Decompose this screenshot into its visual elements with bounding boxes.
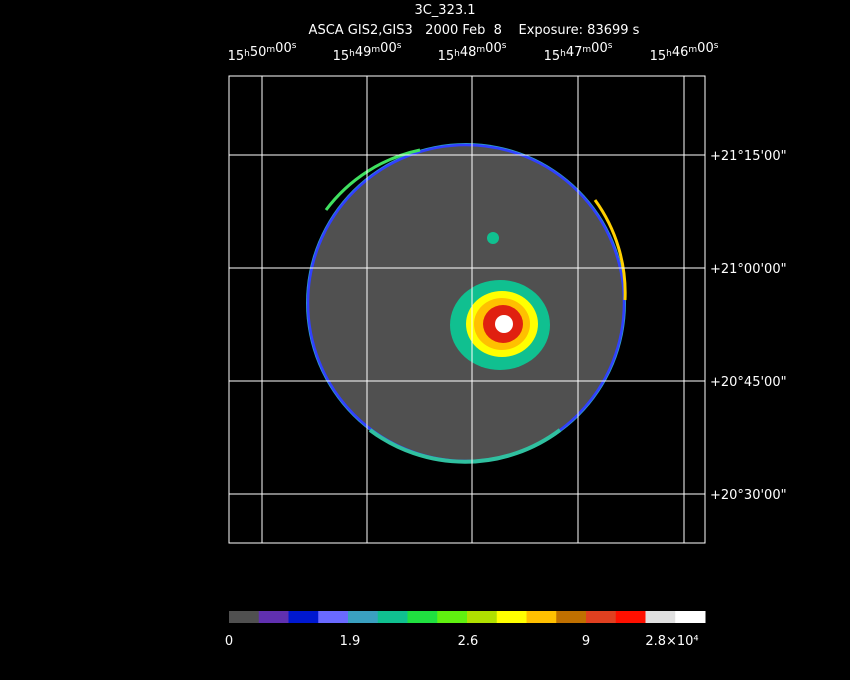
ra-label-part: s	[292, 41, 297, 51]
ra-label-part: 00	[485, 41, 502, 56]
colorbar-label: 2.6	[458, 634, 479, 649]
ra-label-part: h	[560, 49, 566, 59]
colorbar-label: 0	[225, 634, 233, 649]
colorbar-swatch	[675, 611, 706, 623]
colorbar-swatch	[377, 611, 408, 623]
rim-green	[324, 148, 421, 211]
colorbar-label: 2.8×10⁴	[645, 634, 698, 649]
dec-label: +21°00'00"	[710, 262, 787, 277]
ra-label-part: h	[349, 49, 355, 59]
ra-label-part: 00	[697, 41, 714, 56]
ra-label-part: m	[582, 45, 591, 55]
ra-label: 15h50m00s	[228, 41, 297, 64]
ra-label-part: s	[397, 41, 402, 51]
colorbar-swatch	[496, 611, 527, 623]
ra-label-part: h	[666, 49, 672, 59]
colorbar-label: 1.9	[340, 634, 361, 649]
colorbar-label: 9	[582, 634, 590, 649]
colorbar-swatch	[288, 611, 319, 623]
colorbar-swatch	[407, 611, 438, 623]
title: 3C_323.1	[414, 3, 475, 18]
colorbar-swatch	[526, 611, 557, 623]
ra-label: 15h49m00s	[333, 41, 402, 64]
ra-label-part: 00	[380, 41, 397, 56]
ra-label-part: 15	[650, 49, 667, 64]
source-core	[495, 315, 513, 333]
ra-label-part: 15	[544, 49, 561, 64]
ra-label-part: 15	[438, 49, 455, 64]
ra-label-part: m	[476, 45, 485, 55]
rim-yellow	[593, 199, 627, 301]
ra-label-part: m	[688, 45, 697, 55]
colorbar-swatch	[258, 611, 289, 623]
ra-label-part: 15	[228, 49, 245, 64]
ra-label-part: m	[266, 45, 275, 55]
ra-label-part: 50	[250, 45, 267, 60]
colorbar-swatch	[318, 611, 349, 623]
subtitle: ASCA GIS2,GIS3 2000 Feb 8 Exposure: 8369…	[309, 23, 640, 38]
ra-label-part: m	[371, 45, 380, 55]
colorbar-swatch	[586, 611, 617, 623]
colorbar: 0 1.9 2.6 9 2.8×10⁴	[225, 611, 706, 649]
colorbar-swatch	[645, 611, 676, 623]
dec-label: +21°15'00"	[710, 149, 787, 164]
ra-label-part: h	[454, 49, 460, 59]
ra-label: 15h48m00s	[438, 41, 507, 64]
blob	[487, 232, 499, 244]
ra-label-part: 00	[275, 41, 292, 56]
colorbar-swatch	[229, 611, 260, 623]
rim-cyan	[368, 428, 562, 464]
ra-label-part: 15	[333, 49, 350, 64]
colorbar-swatch	[348, 611, 379, 623]
colorbar-swatch	[615, 611, 646, 623]
ra-label-part: s	[608, 41, 613, 51]
ra-label-part: 48	[460, 45, 477, 60]
dec-label: +20°30'00"	[710, 488, 787, 503]
ra-label-part: h	[244, 49, 250, 59]
xray-image	[306, 143, 627, 464]
ra-label-part: s	[714, 41, 719, 51]
ra-label-part: s	[502, 41, 507, 51]
colorbar-swatch	[556, 611, 587, 623]
ra-label-part: 49	[355, 45, 372, 60]
frame	[228, 75, 706, 544]
dec-label: +20°45'00"	[710, 375, 787, 390]
colorbar-swatch	[437, 611, 468, 623]
ra-label-part: 47	[566, 45, 583, 60]
ra-label-part: 00	[591, 41, 608, 56]
ra-label-part: 46	[672, 45, 689, 60]
coordinate-grid	[229, 76, 705, 543]
ra-label: 15h47m00s	[544, 41, 613, 64]
colorbar-swatch	[467, 611, 498, 623]
ra-label: 15h46m00s	[650, 41, 719, 64]
